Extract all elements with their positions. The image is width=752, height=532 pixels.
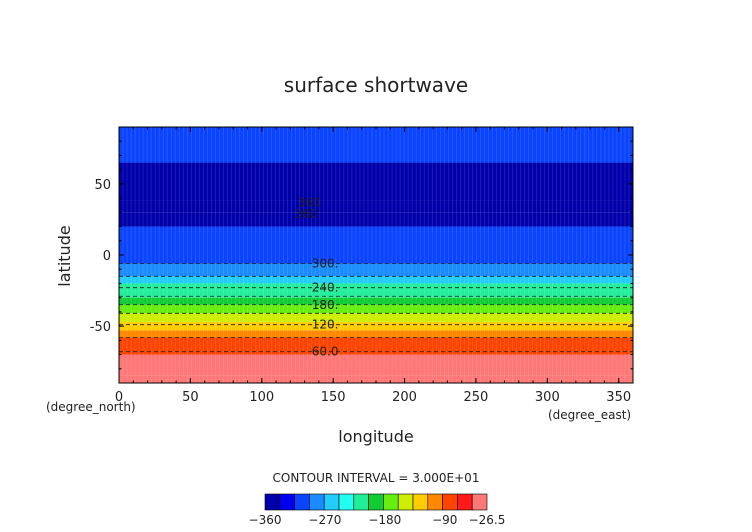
- heatmap-bands: [119, 127, 633, 383]
- heatmap-band: [119, 162, 633, 201]
- contour-label: 120.: [312, 318, 339, 332]
- colorbar-tick-labels: −360 −270 −180 −90 −26.5: [249, 513, 506, 527]
- colorbar-swatch: [368, 493, 384, 511]
- colorbar: [264, 493, 488, 511]
- colorbar-swatch: [338, 493, 355, 511]
- heatmap-band: [119, 330, 633, 338]
- heatmap-band: [119, 297, 633, 305]
- vertical-gridlines: [118, 127, 634, 383]
- heatmap-band: [119, 212, 633, 227]
- x-tick-label: 350: [606, 390, 631, 405]
- colorbar-swatch: [294, 493, 310, 511]
- heatmap-band: [119, 226, 633, 264]
- colorbar-swatch: [279, 493, 295, 511]
- colorbar-swatch: [457, 493, 473, 511]
- contour-label: 360: [297, 195, 320, 209]
- x-tick-label: 250: [464, 390, 489, 405]
- colorbar-tick-label: −180: [368, 513, 401, 527]
- heatmap-band: [119, 313, 633, 322]
- colorbar-swatch: [323, 493, 340, 511]
- y-axis-ticks: -50 0 50: [90, 126, 633, 384]
- contour-label: 60.0: [312, 345, 339, 359]
- heatmap-band: [119, 283, 633, 291]
- x-axis-label: longitude: [338, 427, 413, 446]
- heatmap-band: [119, 127, 633, 163]
- colorbar-swatch: [264, 493, 281, 511]
- x-tick-label: 50: [182, 390, 199, 405]
- y-tick-label: 0: [103, 249, 111, 264]
- contour-label: 180.: [312, 298, 339, 312]
- heatmap-band: [119, 375, 633, 383]
- heatmap-band: [119, 290, 633, 298]
- colorbar-swatch: [442, 493, 458, 511]
- heatmap-band: [119, 321, 633, 331]
- colorbar-swatch: [412, 493, 429, 511]
- x-unit-label: (degree_east): [548, 408, 631, 422]
- contour-interval-label: CONTOUR INTERVAL = 3.000E+01: [273, 471, 480, 485]
- colorbar-swatch: [383, 493, 399, 511]
- colorbar-swatch: [397, 493, 414, 511]
- heatmap-band: [119, 354, 633, 376]
- heatmap-band: [119, 200, 633, 213]
- contour-label: 300.: [312, 257, 339, 271]
- x-tick-label: 100: [249, 390, 274, 405]
- heatmap-band: [119, 337, 633, 355]
- x-tick-label: 150: [321, 390, 346, 405]
- y-tick-label: 50: [94, 178, 111, 193]
- colorbar-tick-label: −26.5: [469, 513, 506, 527]
- heatmap-band: [119, 304, 633, 314]
- colorbar-tick-label: −90: [432, 513, 457, 527]
- heatmap-band: [119, 276, 633, 284]
- x-tick-label: 200: [392, 390, 417, 405]
- y-axis-label: latitude: [55, 225, 74, 286]
- colorbar-swatch: [309, 493, 325, 511]
- x-tick-label: 300: [535, 390, 560, 405]
- colorbar-tick-label: −360: [249, 513, 282, 527]
- contour-label: 360: [295, 207, 318, 221]
- colorbar-tick-label: −270: [308, 513, 341, 527]
- contour-label: 240.: [312, 281, 339, 295]
- chart-title: surface shortwave: [284, 73, 468, 97]
- y-tick-label: -50: [90, 320, 111, 335]
- colorbar-swatch: [427, 493, 443, 511]
- contour-lines: [119, 263, 633, 353]
- x-tick-label: 0: [115, 390, 123, 405]
- colorbar-swatch: [353, 493, 369, 511]
- x-axis-ticks: 0 50 100 150 200 250 300 350: [115, 127, 634, 405]
- y-unit-label: (degree_north): [46, 400, 136, 414]
- heatmap-band: [119, 263, 633, 277]
- colorbar-swatch: [471, 493, 488, 511]
